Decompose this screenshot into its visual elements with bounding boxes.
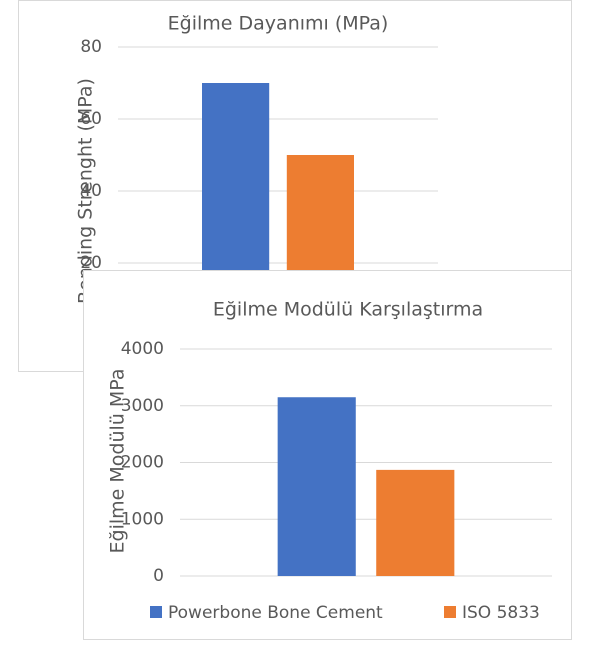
- y-tick-label: 60: [80, 109, 102, 129]
- y-tick-label: 40: [80, 181, 102, 201]
- y-tick-label: 20: [80, 253, 102, 273]
- y-axis-label: Bending Strenght (MPa): [75, 78, 97, 304]
- y-tick-label: 3000: [121, 396, 164, 416]
- legend-swatch: [150, 606, 162, 618]
- chart-title: Eğilme Dayanımı (MPa): [168, 13, 389, 35]
- y-tick-label: 80: [80, 37, 102, 57]
- y-axis-label: Eğilme Modülü MPa: [107, 369, 129, 554]
- legend-label: ISO 5833: [462, 603, 540, 623]
- y-tick-label: 2000: [121, 453, 164, 473]
- legend-label: Powerbone Bone Cement: [168, 603, 383, 623]
- y-tick-label: 1000: [121, 509, 164, 529]
- bar: [277, 397, 356, 576]
- legend-swatch: [444, 606, 456, 618]
- bar: [376, 469, 455, 576]
- chart-title: Eğilme Modülü Karşılaştırma: [213, 299, 483, 321]
- y-tick-label: 0: [153, 566, 164, 586]
- y-tick-label: 4000: [121, 339, 164, 359]
- chart-panel: 0 1000 2000 3000 4000 Eğilme Modülü Karşılaşt…: [83, 270, 572, 640]
